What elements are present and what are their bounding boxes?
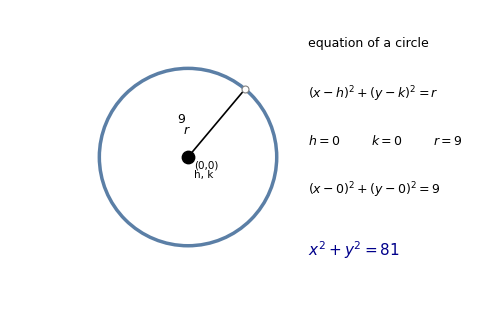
Text: $h=0$        $k=0$        $r=9$: $h=0$ $k=0$ $r=9$ — [308, 134, 463, 148]
Text: h, k: h, k — [194, 170, 213, 180]
Text: equation of a circle: equation of a circle — [308, 37, 429, 50]
Text: $(x-h)^2+(y-k)^2=r$: $(x-h)^2+(y-k)^2=r$ — [308, 84, 439, 104]
Text: $x^2+y^2=81$: $x^2+y^2=81$ — [308, 239, 400, 261]
Text: r: r — [184, 124, 189, 137]
Point — [184, 155, 192, 160]
Text: $(x-0)^2+(y-0)^2=9$: $(x-0)^2+(y-0)^2=9$ — [308, 180, 441, 200]
Point — [241, 87, 249, 92]
Text: (0,0): (0,0) — [194, 160, 218, 170]
Text: 9: 9 — [177, 113, 185, 126]
